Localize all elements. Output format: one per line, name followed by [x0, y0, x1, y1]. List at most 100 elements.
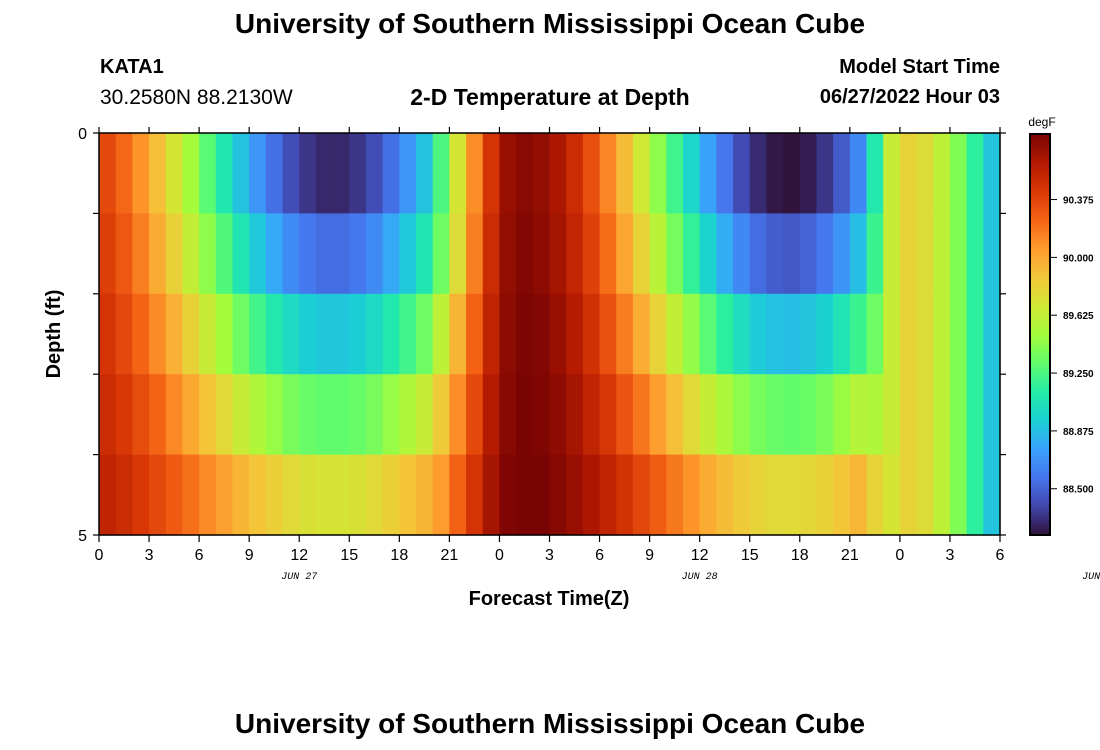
heatmap-cell	[249, 293, 267, 375]
heatmap-cell	[616, 213, 634, 295]
heatmap-cell	[449, 213, 467, 295]
heatmap-cell	[749, 133, 768, 214]
heatmap-cell	[466, 133, 484, 214]
heatmap-cell	[749, 213, 768, 295]
heatmap-cell	[482, 454, 501, 536]
heatmap-cell	[482, 293, 501, 375]
station-id: KATA1	[100, 56, 164, 78]
heatmap-cell	[866, 454, 884, 536]
heatmap-cell	[482, 133, 501, 214]
heatmap-cell	[199, 133, 217, 214]
heatmap-cell	[449, 133, 467, 214]
heatmap-cell	[265, 133, 284, 214]
heatmap-cell	[616, 133, 634, 214]
heatmap-cell	[933, 133, 951, 214]
heatmap-cell	[816, 213, 834, 295]
heatmap-cell	[816, 133, 834, 214]
heatmap-cell	[449, 454, 467, 536]
heatmap-cell	[115, 454, 133, 536]
heatmap-cell	[733, 374, 751, 456]
model-start-value: 06/27/2022 Hour 03	[819, 86, 1000, 108]
heatmap-cell	[866, 374, 884, 456]
heatmap-cell	[766, 293, 784, 375]
heatmap-cell	[516, 454, 534, 536]
heatmap-cell	[199, 374, 217, 456]
heatmap-cell	[132, 454, 150, 536]
heatmap-cell	[983, 293, 1001, 375]
heatmap-cell	[566, 213, 584, 295]
heatmap-cell	[499, 133, 517, 214]
date-label: JUN 29	[1082, 572, 1100, 583]
heatmap-cell	[582, 213, 601, 295]
x-tick-label: 6	[996, 547, 1005, 564]
heatmap-cell	[983, 374, 1001, 456]
heatmap-cell	[499, 293, 517, 375]
x-tick-label: 21	[841, 547, 859, 564]
heatmap-cell	[933, 374, 951, 456]
heatmap-cell	[482, 374, 501, 456]
heatmap-cell	[933, 213, 951, 295]
heatmap-cell	[816, 374, 834, 456]
heatmap-cell	[265, 374, 284, 456]
heatmap-cell	[833, 374, 851, 456]
heatmap-cell	[99, 213, 117, 295]
heatmap-cell	[632, 374, 651, 456]
heatmap-cell	[733, 213, 751, 295]
heatmap-cell	[699, 133, 717, 214]
heatmap-cell	[883, 213, 901, 295]
colorbar-tick-label: 90.375	[1063, 196, 1094, 207]
x-tick-label: 9	[245, 547, 254, 564]
colorbar-tick-label: 90.000	[1063, 253, 1094, 264]
heatmap-cell	[149, 293, 167, 375]
heatmap-cell	[315, 133, 334, 214]
heatmap-cell	[866, 293, 884, 375]
heatmap-cell	[516, 213, 534, 295]
heatmap-cell	[649, 454, 667, 536]
heatmap-cell	[733, 293, 751, 375]
heatmap-cell	[599, 293, 617, 375]
heatmap-cell	[282, 213, 300, 295]
station-coordinates: 30.2580N 88.2130W	[100, 86, 293, 109]
heatmap-cell	[365, 213, 384, 295]
heatmap-cell	[516, 133, 534, 214]
heatmap-cell	[315, 374, 334, 456]
heatmap-cell	[232, 213, 250, 295]
x-tick-label: 15	[741, 547, 759, 564]
heatmap-cell	[599, 213, 617, 295]
heatmap-cell	[282, 133, 300, 214]
heatmap-cell	[182, 133, 200, 214]
heatmap-cell	[632, 213, 651, 295]
heatmap-cell	[382, 374, 400, 456]
heatmap-cell	[416, 133, 434, 214]
heatmap-cell	[349, 293, 367, 375]
heatmap-cell	[682, 133, 701, 214]
heatmap-cell	[199, 454, 217, 536]
y-axis-label: Depth (ft)	[43, 290, 65, 379]
heatmap-cell	[799, 454, 818, 536]
heatmap-cell	[883, 454, 901, 536]
heatmap-cell	[916, 213, 934, 295]
x-tick-label: 3	[545, 547, 554, 564]
heatmap-cell	[749, 374, 768, 456]
heatmap-cell	[332, 293, 350, 375]
heatmap-cell	[499, 374, 517, 456]
heatmap-cell	[299, 213, 317, 295]
heatmap-cell	[149, 213, 167, 295]
heatmap-cell	[949, 454, 968, 536]
heatmap-cell	[666, 454, 684, 536]
heatmap-cell	[132, 213, 150, 295]
heatmap-cell	[416, 374, 434, 456]
heatmap-cell	[215, 374, 234, 456]
heatmap-cell	[599, 133, 617, 214]
heatmap-cell	[716, 374, 734, 456]
heatmap-cell	[716, 133, 734, 214]
heatmap-cell	[899, 293, 918, 375]
heatmap-cells	[99, 133, 1001, 536]
heatmap-cell	[315, 454, 334, 536]
heatmap-cell	[115, 213, 133, 295]
heatmap-cell	[983, 133, 1001, 214]
colorbar-tick-label: 89.250	[1063, 369, 1094, 380]
heatmap-cell	[766, 374, 784, 456]
heatmap-cell	[749, 293, 768, 375]
